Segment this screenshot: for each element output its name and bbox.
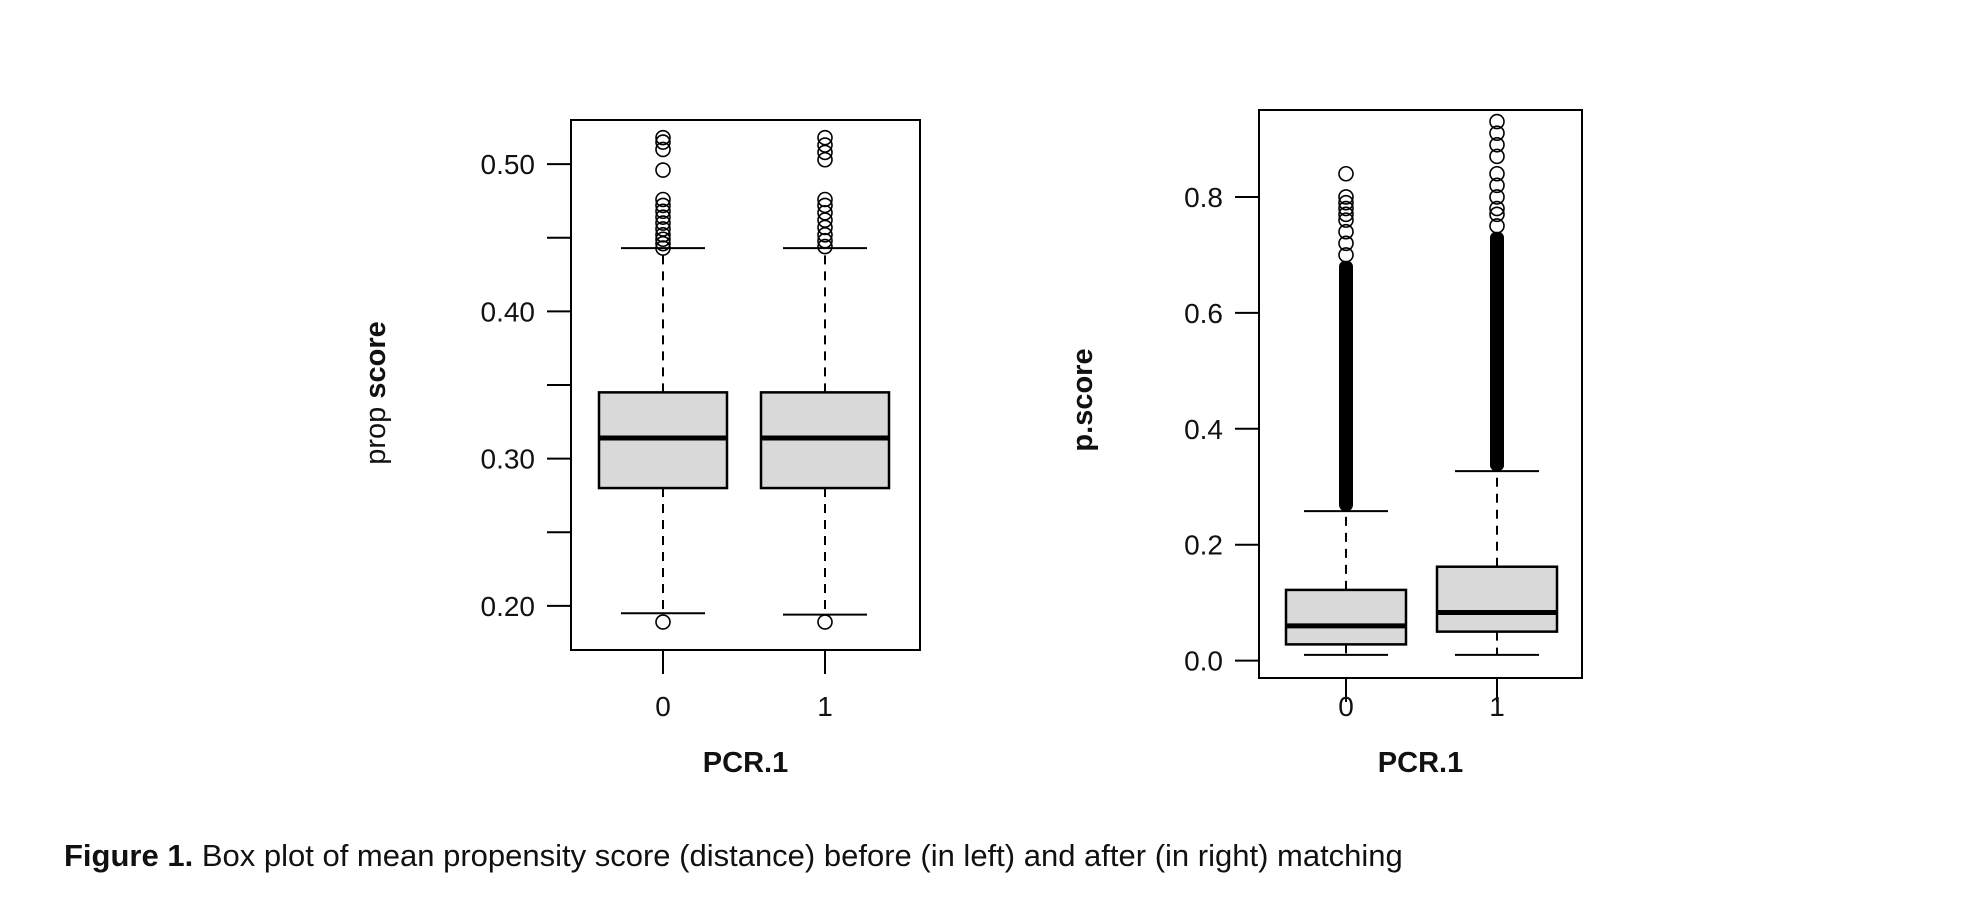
plot-frame (570, 119, 921, 651)
y-axis-label: prop score (360, 321, 392, 465)
outlier-point (655, 191, 671, 208)
outlier-band (1339, 260, 1353, 512)
outlier-point (655, 129, 671, 146)
box-0 (1284, 165, 1408, 656)
outlier-point (817, 238, 833, 255)
outlier-point (655, 221, 671, 237)
box-1 (1435, 113, 1559, 656)
outlier-point (655, 162, 671, 178)
outlier-point (1338, 165, 1354, 182)
outlier-point (1489, 200, 1505, 217)
y-tick-label: 0.6 (1184, 298, 1223, 329)
outlier-point (1489, 113, 1505, 130)
outlier-point (1489, 125, 1505, 141)
outlier-point (1489, 189, 1505, 205)
outlier-point (655, 203, 671, 220)
outlier-point (655, 614, 671, 630)
outlier-point (655, 141, 671, 158)
box-iqr (1284, 588, 1408, 646)
outlier-point (655, 197, 671, 214)
y-axis-label-plain: prop (360, 399, 392, 465)
outlier-point (1338, 200, 1354, 217)
box-1 (759, 129, 891, 630)
outlier-point (1489, 177, 1505, 194)
x-tick-label: 0 (1338, 691, 1354, 722)
outlier-point (1338, 223, 1354, 240)
y-tick-label: 0.4 (1184, 414, 1223, 445)
y-tick-label: 0.20 (481, 591, 536, 622)
x-axis-label: PCR.1 (703, 747, 788, 779)
figure-caption: Figure 1. Box plot of mean propensity sc… (64, 838, 1403, 874)
x-tick-label: 1 (817, 691, 833, 722)
outlier-band (1490, 231, 1504, 472)
outlier-point (1338, 206, 1354, 223)
outlier-point (1338, 235, 1354, 252)
y-axis-label-text: p.score (1067, 348, 1099, 451)
outlier-point (655, 209, 671, 225)
outlier-point (1489, 136, 1505, 153)
box-iqr (1435, 565, 1559, 633)
plot-frame (1258, 109, 1583, 679)
outlier-point (817, 197, 833, 214)
outlier-point (655, 227, 671, 243)
outlier-point (1338, 247, 1354, 263)
y-tick-label: 0.8 (1184, 182, 1223, 213)
outlier-point (1489, 218, 1505, 234)
outlier-point (1338, 189, 1354, 205)
outlier-point (817, 614, 833, 630)
box-0 (597, 129, 729, 630)
y-tick-label: 0.30 (481, 444, 536, 475)
outlier-point (1489, 148, 1505, 165)
outlier-point (1338, 194, 1354, 211)
outlier-point (1338, 212, 1354, 228)
outlier-point (817, 137, 833, 153)
outlier-point (817, 191, 833, 208)
y-axis-label-bold: score (360, 321, 392, 398)
y-tick-label: 0.50 (481, 149, 536, 180)
outlier-point (655, 134, 671, 150)
y-tick-label: 0.40 (481, 296, 536, 327)
caption-label: Figure 1. (64, 838, 194, 873)
outlier-point (655, 231, 671, 248)
outlier-point (817, 129, 833, 146)
x-tick-label: 0 (655, 691, 671, 722)
outlier-point (655, 215, 671, 231)
y-tick-label: 0.2 (1184, 530, 1223, 561)
caption-text: Box plot of mean propensity score (dista… (201, 838, 1403, 873)
x-axis-label: PCR.1 (1378, 747, 1463, 779)
y-axis-label: p.score (1067, 348, 1099, 451)
outlier-point (1489, 165, 1505, 182)
boxplot-panel-2: 0.0 0.2 0.4 0.6 0.8 p.score 0 1 PCR.1 (1067, 109, 1583, 779)
outlier-point (1489, 206, 1505, 223)
x-tick-label: 1 (1489, 691, 1505, 722)
y-tick-label: 0.0 (1184, 646, 1223, 677)
boxplot-panel-1: 0.20 0.30 0.40 0.50 prop score 0 1 PCR.1 (360, 119, 921, 779)
